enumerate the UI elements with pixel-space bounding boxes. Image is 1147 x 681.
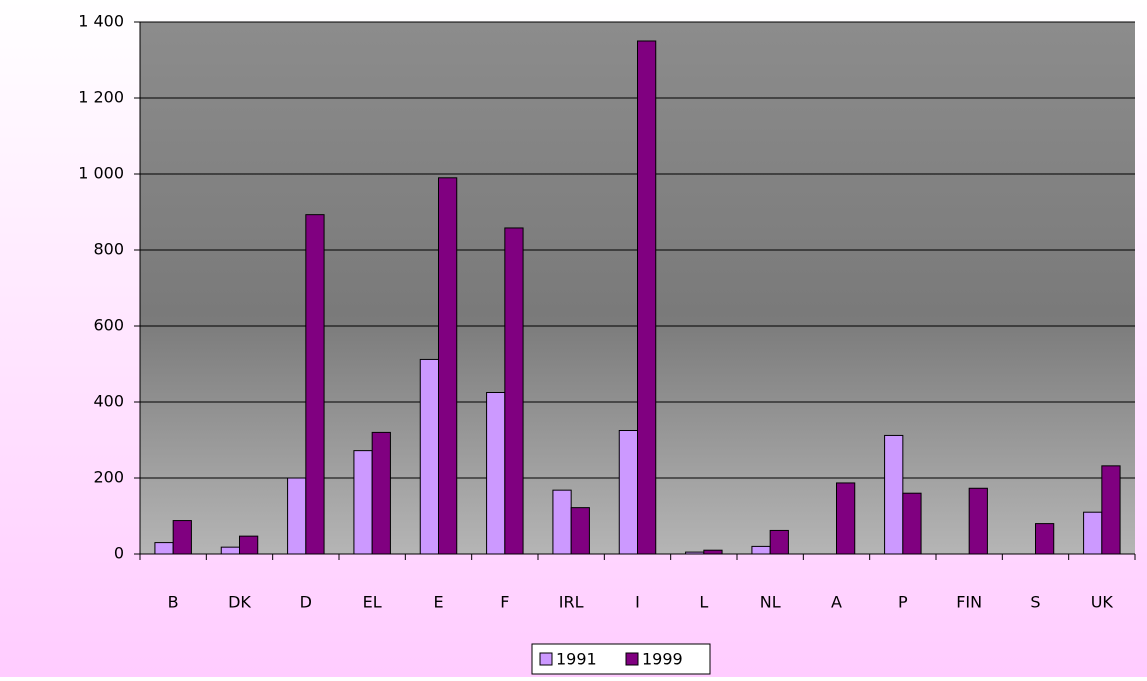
legend-swatch <box>625 652 639 666</box>
y-tick-label: 200 <box>93 468 124 487</box>
bar <box>552 489 572 555</box>
y-tick-label: 1 000 <box>78 164 124 183</box>
x-tick-label: F <box>500 593 509 612</box>
y-tick-label: 1 400 <box>78 12 124 31</box>
bar <box>1083 511 1103 555</box>
y-tick-label: 800 <box>93 240 124 259</box>
bar <box>685 551 705 555</box>
bar <box>371 431 391 555</box>
bar <box>438 177 458 555</box>
bar <box>239 535 259 555</box>
bar <box>353 450 373 555</box>
bar <box>305 214 325 555</box>
bar <box>486 392 506 555</box>
y-tick-label: 600 <box>93 316 124 335</box>
bar <box>287 477 307 555</box>
x-tick-label: S <box>1030 593 1040 612</box>
x-tick-label: IRL <box>559 593 584 612</box>
x-tick-label: I <box>635 593 640 612</box>
bar <box>637 40 657 555</box>
bar <box>504 227 524 555</box>
bar <box>154 542 174 555</box>
x-tick-label: L <box>699 593 708 612</box>
y-tick-label: 400 <box>93 392 124 411</box>
bar <box>570 507 590 555</box>
bar <box>172 520 192 555</box>
y-tick-label: 0 <box>114 544 124 563</box>
bar <box>1035 523 1055 555</box>
x-tick-label: E <box>433 593 443 612</box>
x-tick-label: A <box>831 593 842 612</box>
legend-label: 1991 <box>556 650 597 669</box>
bar <box>751 545 771 555</box>
bar <box>220 546 240 555</box>
bar <box>1101 465 1121 555</box>
legend-box <box>531 643 711 675</box>
bar <box>902 492 922 555</box>
bar <box>419 358 439 555</box>
bar <box>769 529 789 555</box>
bar <box>836 482 856 555</box>
x-tick-label: NL <box>760 593 781 612</box>
legend-label: 1999 <box>642 650 683 669</box>
x-tick-label: FIN <box>956 593 982 612</box>
x-tick-label: P <box>898 593 908 612</box>
bar <box>884 434 904 555</box>
x-tick-label: EL <box>363 593 382 612</box>
y-tick-label: 1 200 <box>78 88 124 107</box>
bar <box>618 430 639 555</box>
x-tick-label: D <box>300 593 312 612</box>
legend-swatch <box>539 652 553 666</box>
bar <box>968 487 988 555</box>
x-tick-label: DK <box>228 593 251 612</box>
x-tick-label: UK <box>1091 593 1114 612</box>
bar <box>703 549 723 555</box>
x-tick-label: B <box>168 593 179 612</box>
